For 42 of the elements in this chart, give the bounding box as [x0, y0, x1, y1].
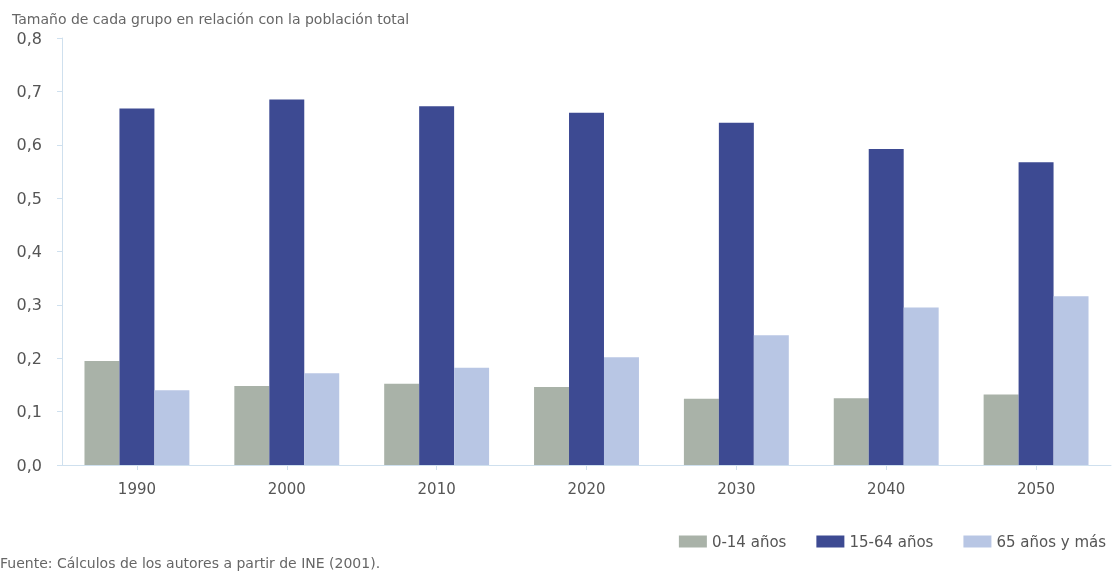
bar — [419, 106, 455, 465]
y-axis-title: Tamaño de cada grupo en relación con la población total — [11, 11, 410, 27]
bar — [154, 390, 190, 465]
y-tick-label: 0,0 — [16, 455, 42, 475]
bar — [1053, 296, 1089, 465]
x-tick-label: 2020 — [567, 479, 606, 498]
x-tick-label: 2010 — [417, 479, 456, 498]
bar — [753, 335, 789, 465]
x-tick-label: 2050 — [1016, 479, 1056, 498]
bar — [903, 307, 939, 465]
y-tick-label: 0,6 — [16, 135, 42, 155]
bar — [234, 386, 270, 465]
bar — [119, 108, 155, 465]
bar — [683, 398, 719, 465]
x-tick-label: 2000 — [267, 479, 306, 498]
x-tick-label: 2030 — [717, 479, 756, 498]
bar — [534, 387, 570, 465]
x-tick-label: 2040 — [867, 479, 906, 498]
y-tick-label: 0,8 — [16, 28, 42, 48]
bar — [868, 149, 904, 465]
y-tick-label: 0,3 — [16, 295, 42, 315]
legend-label: 65 años y más — [996, 532, 1107, 551]
bar — [983, 394, 1019, 465]
bar — [304, 373, 340, 465]
bar — [603, 357, 639, 465]
bar — [269, 99, 305, 465]
bar — [718, 122, 754, 465]
y-tick-label: 0,2 — [16, 348, 42, 368]
bar — [569, 112, 604, 465]
bar — [84, 360, 120, 465]
x-tick-label: 1990 — [117, 479, 157, 498]
bar — [833, 398, 869, 465]
legend-label: 15-64 años — [849, 532, 934, 551]
y-tick-label: 0,1 — [16, 402, 42, 422]
bar — [384, 383, 420, 465]
y-tick-label: 0,7 — [16, 81, 42, 101]
y-tick-label: 0,5 — [16, 188, 42, 208]
y-tick-label: 0,4 — [16, 242, 42, 261]
bar — [454, 367, 490, 465]
bar — [1018, 162, 1054, 465]
legend-label: 0-14 años — [711, 532, 787, 551]
source-note: Fuente: Cálculos de los autores a partir de INE (2001). — [0, 555, 381, 571]
